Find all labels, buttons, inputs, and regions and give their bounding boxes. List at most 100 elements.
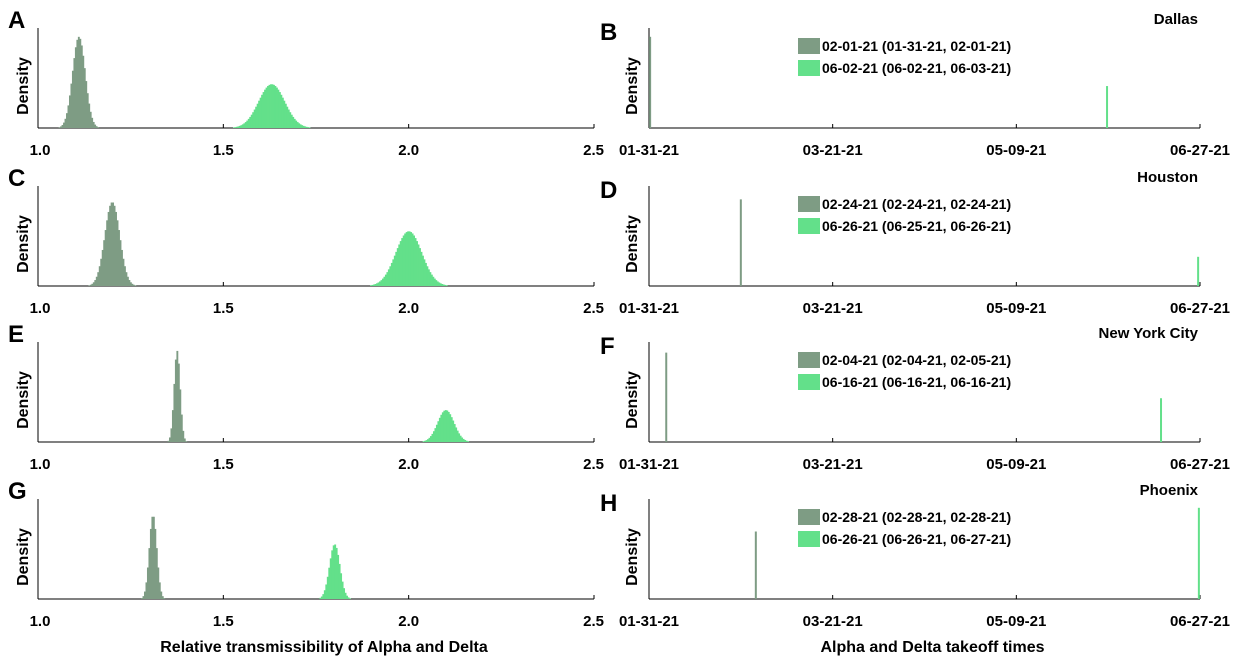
x-tick-label: 2.0	[398, 300, 419, 317]
histogram-bar	[115, 211, 117, 286]
x-axis-label-right: Alpha and Delta takeoff times	[820, 639, 1044, 656]
histogram-bar	[241, 124, 244, 128]
histogram-bar	[283, 100, 286, 128]
histogram-bar	[151, 516, 154, 599]
histogram-bar	[268, 84, 271, 128]
histogram-bar	[435, 424, 438, 442]
y-axis-label-left: Density	[15, 371, 32, 429]
x-tick-label: 1.5	[213, 456, 234, 473]
histogram-bar	[82, 55, 85, 128]
histogram-bar	[148, 548, 151, 599]
legend-swatch-delta	[798, 374, 820, 390]
histogram-bar	[337, 554, 340, 599]
histogram-bar	[296, 122, 299, 128]
histogram-bar	[422, 255, 424, 286]
histogram-bar	[446, 410, 449, 442]
histogram-bar	[328, 567, 331, 599]
histogram-bar	[450, 417, 453, 442]
histogram-bar	[89, 111, 92, 128]
histogram-alpha	[167, 350, 188, 442]
legend-label: 06-02-21 (06-02-21, 06-03-21)	[822, 60, 1011, 76]
histogram-bar	[389, 266, 392, 286]
histogram-bar	[408, 231, 411, 286]
histogram-bar	[118, 230, 120, 286]
y-axis-label-right: Density	[624, 57, 641, 115]
histogram-bar	[381, 278, 384, 286]
histogram-bar	[183, 438, 186, 442]
histogram-bar	[185, 441, 188, 442]
histogram-bar	[323, 590, 326, 599]
histogram-bar	[134, 285, 137, 286]
histogram-bar	[444, 284, 447, 286]
takeoff-spike-alpha	[739, 199, 742, 286]
histogram-bar	[88, 103, 91, 128]
histogram-bar	[168, 437, 171, 442]
histogram-bar	[289, 112, 292, 128]
histogram-delta	[370, 231, 448, 286]
histogram-bar	[304, 126, 307, 128]
histogram-bar	[274, 85, 277, 128]
histogram-bar	[157, 567, 160, 599]
histogram-bar	[278, 92, 281, 128]
histogram-bar	[123, 266, 126, 286]
histogram-bar	[68, 95, 71, 128]
histogram-bar	[171, 410, 174, 442]
histogram-bar	[63, 122, 65, 128]
histogram-bar	[439, 283, 442, 286]
histogram-bar	[163, 598, 166, 599]
histogram-bar	[61, 124, 64, 128]
histogram-alpha	[141, 516, 166, 599]
histogram-bar	[292, 116, 295, 128]
histogram-bar	[420, 251, 423, 286]
legend-swatch-alpha	[798, 509, 820, 525]
histogram-bar	[145, 582, 148, 599]
x-tick-label: 2.5	[583, 613, 604, 630]
histogram-bar	[430, 436, 432, 442]
histogram-bar	[414, 238, 417, 286]
histogram-bar	[58, 127, 61, 128]
histogram-bar	[444, 410, 447, 442]
histogram-bar	[252, 112, 255, 128]
histogram-bar	[290, 114, 293, 128]
legend: 02-28-21 (02-28-21, 02-28-21) 06-26-21 (0…	[798, 509, 1011, 547]
histogram-bar	[92, 121, 95, 128]
histogram-bar	[453, 424, 456, 442]
histogram-bar	[249, 116, 252, 128]
city-name: New York City	[1099, 325, 1199, 342]
histogram-bar	[170, 428, 173, 442]
histogram-bar	[301, 125, 304, 128]
histogram-bar	[240, 125, 243, 128]
histogram-bar	[423, 259, 426, 286]
histogram-bar	[332, 545, 335, 599]
histogram-bar	[430, 274, 433, 286]
histogram-bar	[413, 235, 415, 286]
x-tick-label: 1.5	[213, 613, 234, 630]
histogram-bar	[424, 440, 426, 442]
histogram-bar	[449, 414, 452, 442]
histogram-bar	[447, 411, 450, 442]
histogram-bar	[404, 233, 407, 286]
histogram-bar	[232, 127, 235, 128]
histogram-bar	[320, 596, 323, 599]
histogram-bar	[71, 70, 74, 128]
x-tick-label: 2.0	[398, 613, 419, 630]
histogram-delta	[319, 544, 351, 599]
histogram-bar	[235, 126, 238, 128]
histogram-delta	[232, 84, 311, 128]
histogram-bar	[305, 126, 308, 128]
histogram-bar	[326, 576, 329, 599]
x-tick-label: 06-27-21	[1170, 456, 1230, 473]
histogram-bar	[442, 284, 445, 286]
histogram-bar	[277, 89, 280, 128]
histogram-bar	[95, 276, 98, 286]
histogram-bar	[141, 598, 143, 599]
takeoff-spike-delta	[1106, 86, 1109, 128]
x-tick-label: 01-31-21	[619, 300, 679, 317]
x-tick-label: 2.0	[398, 456, 419, 473]
x-tick-label: 01-31-21	[619, 613, 679, 630]
histogram-bar	[340, 573, 343, 599]
histogram-bar	[160, 591, 163, 599]
legend-label: 02-28-21 (02-28-21, 02-28-21)	[822, 509, 1011, 525]
histogram-bar	[438, 282, 441, 286]
